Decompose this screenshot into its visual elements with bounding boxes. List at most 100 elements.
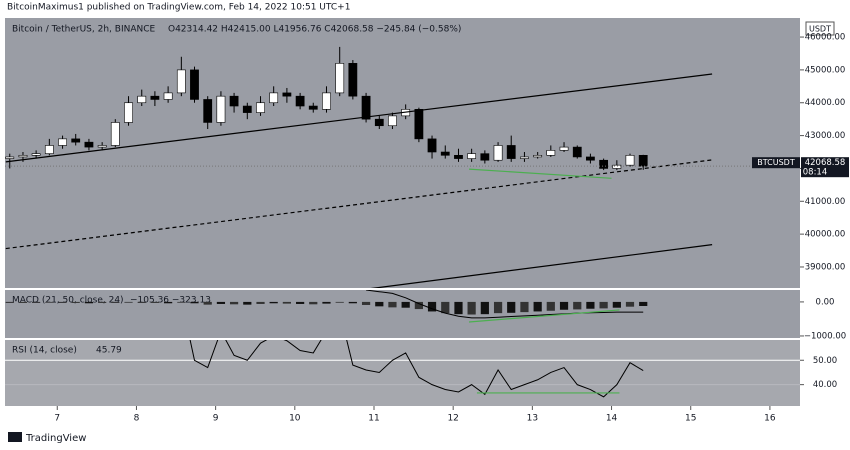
candle-body <box>163 92 173 100</box>
candle-body <box>361 95 371 120</box>
trendline <box>468 168 612 179</box>
x-tick-label: 13 <box>527 414 538 424</box>
candle-body <box>18 154 28 158</box>
macd-bar <box>401 301 410 308</box>
candle-body <box>322 92 331 110</box>
macd-bar <box>441 301 450 314</box>
macd-bar <box>493 301 503 314</box>
candle-body <box>335 63 345 94</box>
candle-body <box>242 105 252 113</box>
candle-body <box>84 141 94 148</box>
macd-bar <box>586 301 595 309</box>
price-tag <box>752 157 800 169</box>
y-tick-label: −1000.00 <box>804 331 846 341</box>
macd-bar <box>639 301 648 306</box>
currency-badge <box>805 21 835 36</box>
y-tick-label: 43000.00 <box>805 131 846 141</box>
main-pane <box>5 18 800 288</box>
price-tag <box>801 157 849 178</box>
macd-bar <box>71 301 80 303</box>
candle-body <box>5 156 15 159</box>
candle-body <box>58 138 67 146</box>
candle-body <box>388 115 397 127</box>
candle-body <box>572 146 582 158</box>
macd-bar <box>612 301 621 308</box>
symbol-tag: BTCUSDT <box>757 158 795 167</box>
title: Bitcoin / TetherUS, 2h, BINANCE <box>12 25 156 35</box>
macd-bar <box>388 301 397 308</box>
candle-body <box>586 156 595 161</box>
candle-body <box>295 95 305 107</box>
candle-body <box>454 154 463 159</box>
macd-bar <box>256 301 265 304</box>
macd-bar <box>414 301 423 310</box>
candle-body <box>480 153 490 161</box>
x-tick-label: 11 <box>368 414 379 424</box>
rsi-line <box>189 340 644 398</box>
macd-bar <box>203 301 212 305</box>
macd-bar <box>45 301 54 303</box>
macd-bar <box>124 301 133 303</box>
x-tick-label: 14 <box>606 414 618 424</box>
macd-bar <box>427 301 437 312</box>
macd-bar <box>84 301 94 304</box>
y-tick-label: 50.00 <box>813 356 837 366</box>
macd-bar <box>348 301 357 304</box>
candle-body <box>97 145 107 148</box>
x-tick-label: 12 <box>447 414 458 424</box>
macd-bar <box>361 301 371 305</box>
macd-bar <box>546 301 555 311</box>
macd-bar <box>533 301 542 312</box>
candle-body <box>31 153 41 156</box>
macd-bar <box>229 301 239 305</box>
macd-bar <box>216 301 226 304</box>
pane-group <box>5 290 648 323</box>
y-tick-label: 39000.00 <box>805 262 846 272</box>
candle-body <box>150 95 160 100</box>
macd-bar <box>520 301 529 313</box>
candle-body <box>348 63 358 97</box>
y-tick-label: 41000.00 <box>805 197 846 207</box>
macd-label: MACD (21, 50, close, 24) <box>12 296 124 306</box>
x-tick-label: 10 <box>289 414 301 424</box>
macd-bar <box>335 301 344 303</box>
macd-bar <box>282 301 291 304</box>
currency: USDT <box>809 25 831 34</box>
macd-bar <box>177 301 186 303</box>
trendline <box>5 73 713 163</box>
candle-body <box>110 122 120 146</box>
x-tick-label: 8 <box>134 414 140 424</box>
y-tick-label: 45000.00 <box>805 65 846 75</box>
rsi-value: 45.79 <box>96 346 122 356</box>
y-tick-label: 46000.00 <box>805 33 846 43</box>
pane-group <box>5 46 800 288</box>
candle-body <box>440 151 450 156</box>
candle-body <box>414 109 424 140</box>
macd-bar <box>269 301 278 304</box>
macd-bar <box>243 301 252 305</box>
macd-bar <box>296 301 305 304</box>
macd-bar <box>58 301 67 303</box>
macd-bar <box>32 301 41 303</box>
candle-body <box>124 102 133 123</box>
macd-bar <box>375 301 384 307</box>
candle-body <box>638 154 648 167</box>
candle-body <box>520 156 529 159</box>
candle-body <box>282 92 292 97</box>
candle-body <box>71 138 81 143</box>
macd-bar <box>573 301 582 310</box>
footer: TradingView <box>25 433 86 444</box>
macd-bar <box>625 301 635 307</box>
last-price: 42068.58 <box>805 158 846 168</box>
candle-body <box>546 150 556 156</box>
candle-body <box>256 102 265 113</box>
y-tick-label: 40.00 <box>813 380 837 390</box>
macd-bar <box>164 301 173 304</box>
ohlc: O42314.42 H42415.00 L41956.76 C42068.58 … <box>168 25 461 35</box>
macd-bar <box>137 301 146 303</box>
macd-bar <box>467 301 476 315</box>
candle-body <box>137 95 147 104</box>
candle-body <box>625 154 635 166</box>
y-tick-label: 0.00 <box>816 297 835 307</box>
